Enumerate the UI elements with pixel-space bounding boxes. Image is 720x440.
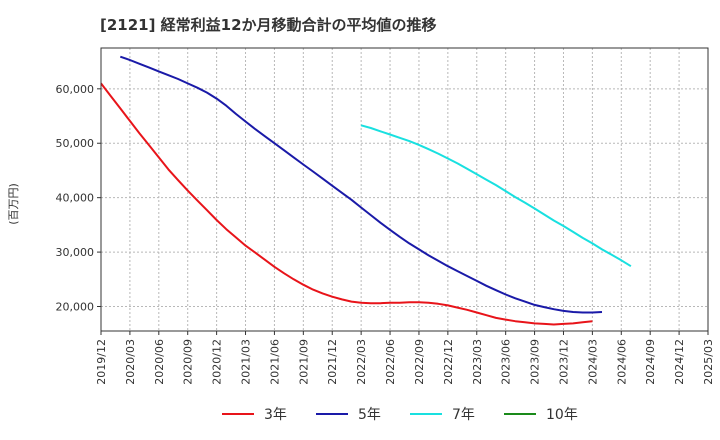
legend: 3年 5年 7年 10年 [222,407,578,423]
legend-label: 10年 [546,407,578,423]
x-tick-label: 2023/03 [471,339,484,385]
x-tick-label: 2021/09 [297,339,310,385]
x-tick-label: 2024/12 [673,339,686,385]
y-tick-label: 20,000 [56,301,95,314]
y-axis-label: (百万円) [7,183,20,225]
x-tick-label: 2025/03 [702,339,715,385]
x-tick-label: 2023/12 [557,339,570,385]
plot-frame [100,47,709,332]
x-tick-label: 2021/03 [240,339,253,385]
series-line-7年 [360,124,632,268]
x-tick-label: 2022/09 [413,339,426,385]
x-tick-label: 2020/03 [124,339,137,385]
x-tick-label: 2022/06 [384,339,397,385]
x-tick-label: 2020/06 [153,339,166,385]
legend-label: 5年 [358,407,381,423]
x-tick-label: 2024/03 [586,339,599,385]
x-axis-ticks: 2019/12 2020/03 2020/06 2020/09 2020/12 2021/… [95,331,715,385]
y-tick-label: 40,000 [56,192,95,205]
x-tick-label: 2020/09 [182,339,195,385]
legend-label: 7年 [452,407,475,423]
x-tick-label: 2021/06 [268,339,281,385]
x-tick-label: 2024/09 [644,339,657,385]
x-tick-label: 2021/12 [326,339,339,385]
series-line-3年 [100,82,593,326]
y-tick-label: 30,000 [56,246,95,259]
x-tick-label: 2019/12 [95,339,108,385]
x-tick-label: 2022/03 [355,339,368,385]
legend-label: 3年 [264,407,287,423]
x-tick-label: 2023/06 [500,339,513,385]
x-tick-label: 2022/12 [442,339,455,385]
grid [100,48,709,331]
y-tick-label: 50,000 [56,137,95,150]
x-tick-label: 2020/12 [211,339,224,385]
chart-title: [2121] 経常利益12か月移動合計の平均値の推移 [100,16,437,34]
y-tick-label: 60,000 [56,83,95,96]
y-axis-ticks: 20,000 30,000 40,000 50,000 60,000 [56,83,101,314]
series-lines [100,55,632,326]
x-tick-label: 2024/06 [615,339,628,385]
series-line-5年 [119,55,603,314]
x-tick-label: 2023/09 [529,339,542,385]
